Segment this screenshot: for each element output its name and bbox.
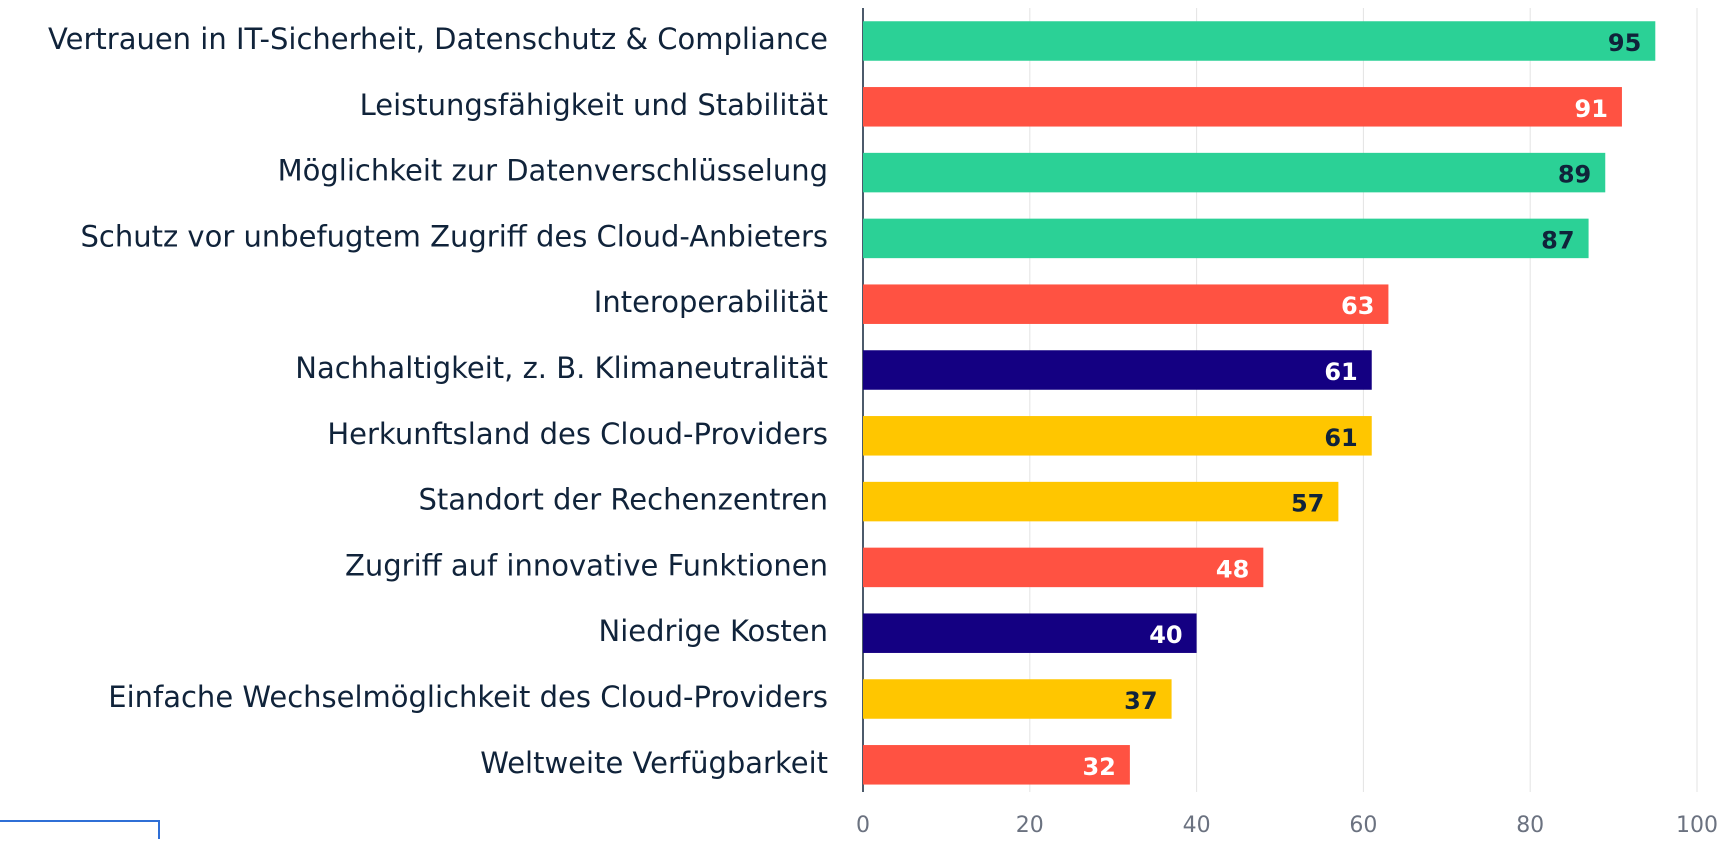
x-tick-label: 100 <box>1676 813 1718 838</box>
category-label: Standort der Rechenzentren <box>418 483 828 517</box>
x-tick-label: 0 <box>856 813 870 838</box>
bar <box>863 745 1130 785</box>
category-label: Möglichkeit zur Datenverschlüsselung <box>278 154 828 188</box>
category-label: Leistungsfähigkeit und Stabilität <box>360 88 828 122</box>
value-label: 63 <box>1341 292 1374 320</box>
value-label: 89 <box>1558 161 1591 189</box>
value-label: 95 <box>1608 29 1641 57</box>
value-label: 61 <box>1324 358 1357 386</box>
category-label: Nachhaltigkeit, z. B. Klimaneutralität <box>295 351 828 385</box>
value-label: 57 <box>1291 490 1324 518</box>
bar <box>863 547 1264 588</box>
category-label: Schutz vor unbefugtem Zugriff des Cloud-… <box>80 219 828 253</box>
bar <box>863 21 1656 61</box>
category-label: Weltweite Verfügbarkeit <box>480 746 828 780</box>
x-tick-label: 40 <box>1183 813 1211 838</box>
value-label: 32 <box>1082 753 1115 781</box>
value-label: 87 <box>1541 226 1574 254</box>
bar <box>863 87 1622 127</box>
category-label: Zugriff auf innovative Funktionen <box>345 548 828 582</box>
value-label: 37 <box>1124 687 1157 715</box>
value-label: 48 <box>1216 555 1249 583</box>
category-label: Einfache Wechselmöglichkeit des Cloud-Pr… <box>108 680 828 714</box>
bar <box>863 152 1606 193</box>
category-label: Herkunftsland des Cloud-Providers <box>327 417 828 451</box>
x-tick-label: 80 <box>1516 813 1544 838</box>
value-label: 40 <box>1149 621 1182 649</box>
category-label: Interoperabilität <box>594 285 828 319</box>
bar <box>863 218 1589 259</box>
x-tick-label: 60 <box>1349 813 1377 838</box>
category-label: Vertrauen in IT-Sicherheit, Datenschutz … <box>48 22 828 56</box>
value-label: 91 <box>1575 95 1608 123</box>
decoration-box <box>0 820 160 839</box>
bar <box>863 679 1172 719</box>
value-label: 61 <box>1324 424 1357 452</box>
category-label: Niedrige Kosten <box>599 614 828 648</box>
bar <box>863 416 1372 456</box>
bar <box>863 284 1389 324</box>
x-tick-label: 20 <box>1016 813 1044 838</box>
bar <box>863 613 1197 653</box>
bar <box>863 350 1372 390</box>
bar <box>863 481 1339 522</box>
